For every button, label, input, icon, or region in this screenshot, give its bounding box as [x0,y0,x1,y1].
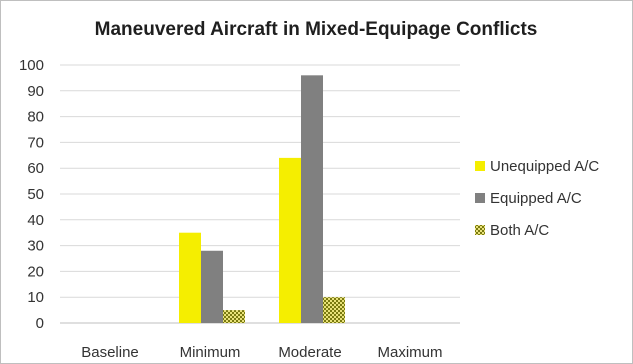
bar-equipped-a-c-minimum [201,250,223,323]
chart-title: Maneuvered Aircraft in Mixed-Equipage Co… [94,19,538,40]
y-tick-label: 0 [36,315,44,332]
bars [179,75,345,323]
x-tick-label: Minimum [180,344,241,361]
y-tick-label: 40 [27,212,44,229]
y-tick-label: 20 [27,263,44,280]
y-tick-label: 70 [27,134,44,151]
y-tick-label: 30 [27,238,44,255]
y-tick-label: 100 [19,57,44,74]
legend-label: Unequipped A/C [490,158,599,175]
y-tick-label: 10 [27,289,44,306]
y-tick-label: 80 [27,109,44,126]
legend: Unequipped A/C Equipped A/C Both A/C [475,158,599,239]
x-axis-ticks: Baseline Minimum Moderate Maximum [81,344,442,361]
legend-label: Equipped A/C [490,190,582,207]
bar-unequipped-a-c-minimum [179,232,201,323]
x-tick-label: Moderate [278,344,341,361]
y-axis-ticks: 0 10 20 30 40 50 60 70 80 90 100 [19,57,44,332]
gridlines [60,64,460,324]
y-tick-label: 90 [27,83,44,100]
y-tick-label: 60 [27,160,44,177]
bar-both-a-c-moderate [323,297,345,323]
bar-equipped-a-c-moderate [301,75,323,323]
bar-unequipped-a-c-moderate [279,157,301,323]
x-tick-label: Baseline [81,344,139,361]
legend-swatch [475,225,485,235]
x-tick-label: Maximum [377,344,442,361]
legend-swatch [475,193,485,203]
bar-both-a-c-minimum [223,310,245,323]
legend-swatch [475,161,485,171]
legend-label: Both A/C [490,222,549,239]
y-tick-label: 50 [27,186,44,203]
